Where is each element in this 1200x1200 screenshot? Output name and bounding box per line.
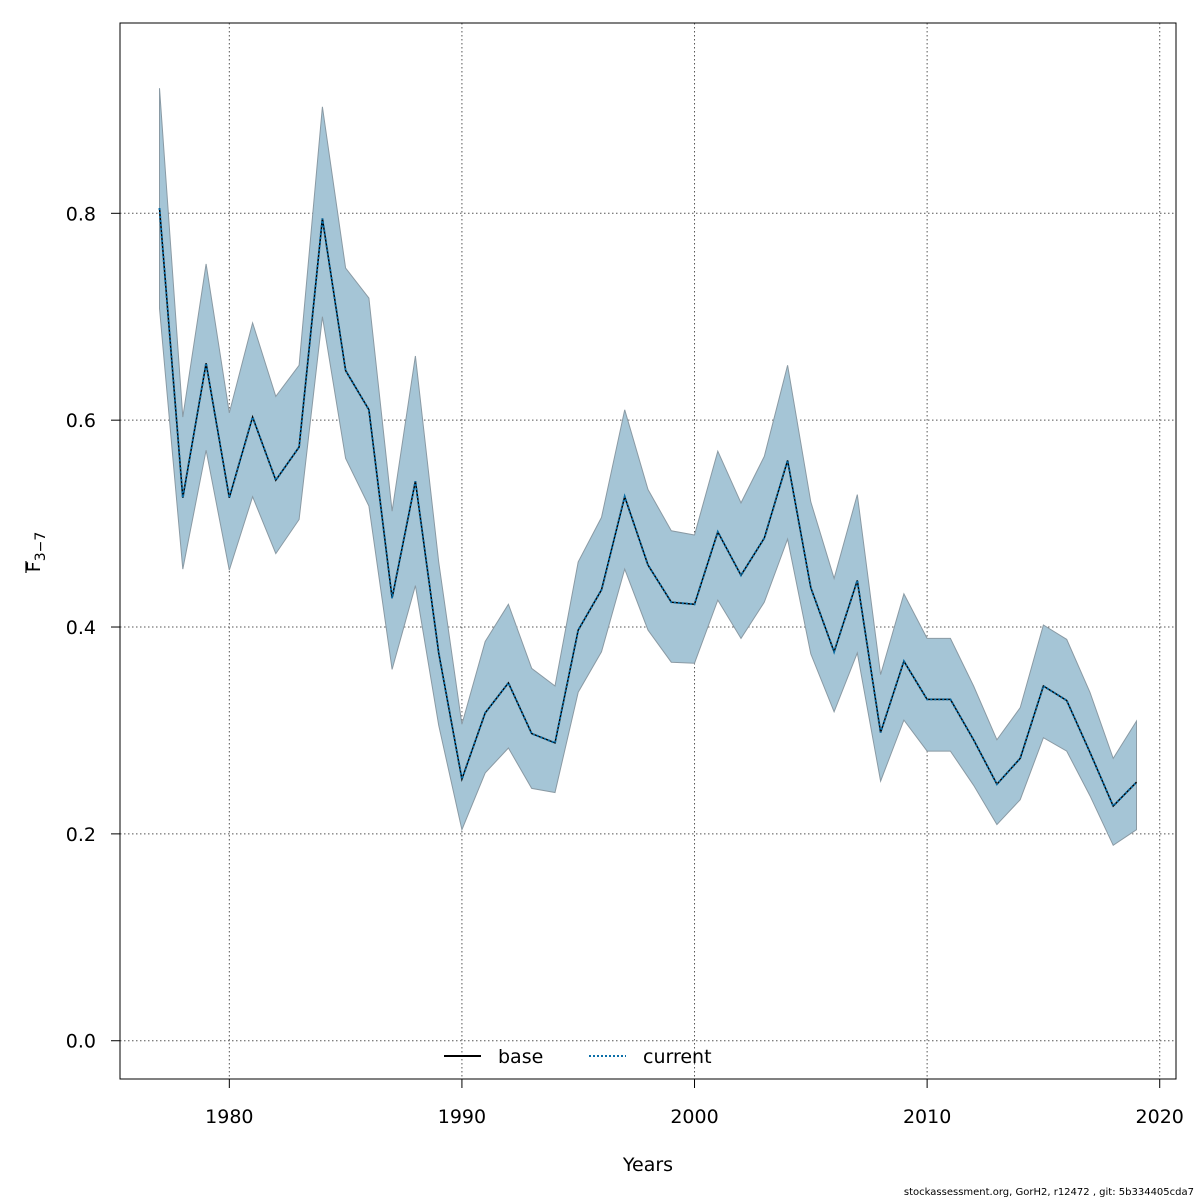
y-tick-label: 0.0 — [66, 1031, 96, 1053]
y-tick-label: 0.4 — [66, 617, 96, 639]
confidence-band-area — [159, 88, 1137, 847]
x-tick-label: 2000 — [670, 1106, 718, 1128]
series-lines — [158, 208, 1138, 808]
x-axis-title: Years — [622, 1154, 673, 1176]
y-tick-label: 0.6 — [66, 410, 96, 432]
plot-frame — [119, 22, 1177, 1080]
y-axis-title-main: F — [23, 561, 45, 572]
svg-text:F3−7: F3−7 — [23, 532, 49, 572]
x-tick-label: 1980 — [205, 1106, 253, 1128]
y-axis: 0.0 0.2 0.4 0.6 0.8 — [66, 203, 120, 1053]
confidence-band — [159, 88, 1137, 847]
x-axis: 1980 1990 2000 2010 2020 — [205, 1079, 1184, 1128]
y-axis-title-subscript: 3−7 — [33, 532, 49, 562]
series-line-current — [158, 208, 1138, 808]
x-tick-label: 1990 — [438, 1106, 486, 1128]
y-axis-title: F3−7 — [23, 532, 49, 573]
legend-label-current: current — [643, 1046, 712, 1068]
legend: base current — [444, 1046, 712, 1068]
legend-label-base: base — [498, 1046, 543, 1068]
y-tick-label: 0.8 — [66, 203, 96, 225]
x-tick-label: 2010 — [903, 1106, 951, 1128]
y-tick-label: 0.2 — [66, 824, 96, 846]
x-tick-label: 2020 — [1136, 1106, 1184, 1128]
footer-credit: stockassessment.org, GorH2, r12472 , git… — [903, 1187, 1194, 1198]
